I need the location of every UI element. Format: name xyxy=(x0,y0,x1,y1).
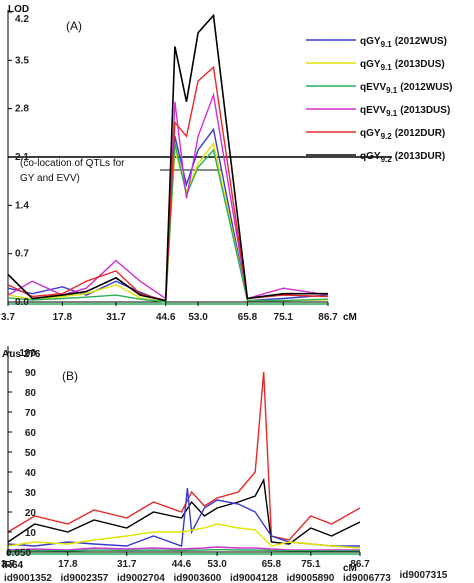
panel-b-x-tick-label: 86.7 xyxy=(350,559,370,570)
panel-b-y-tick-label: 50 xyxy=(25,448,37,459)
panel-b-bottom-label: IR64 xyxy=(2,560,24,571)
panel-b-y-tick-label: 20 xyxy=(25,508,37,519)
panel-b-x-tick-label: 44.6 xyxy=(172,559,192,570)
panel-b-series-line-4 xyxy=(7,523,361,549)
panel-a-x-tick-label: 75.1 xyxy=(274,312,294,323)
panel-a-label: (A) xyxy=(66,19,82,33)
panel-b-series-line-6 xyxy=(7,548,360,552)
panel-b-series-line-5 xyxy=(7,546,360,551)
panel-b-chart: Aus 276 (B) cM IR64 0.050 10 20 30 40 50 60 70 8… xyxy=(1,346,448,583)
panel-b-y-tick-label: 10 xyxy=(25,528,37,539)
panel-b-series-line-2 xyxy=(7,477,361,545)
panel-a-annotation-line-1: (co-location of QTLs for xyxy=(20,158,125,169)
panel-b-label: (B) xyxy=(62,369,78,383)
panel-b-y-tick-label: 40 xyxy=(25,468,37,479)
panel-b-x-tick-label: 17.8 xyxy=(58,559,78,570)
panel-a-x-tick-label: 3.7 xyxy=(1,312,15,323)
panel-a-legend: qGY9.1 (2012WUS) qGY9.1 (2013DUS) qEVV9.1 (20… xyxy=(306,36,453,164)
panel-b-y-tick-label: 60 xyxy=(25,428,37,439)
legend-label-2: qGY9.1 (2013DUS) xyxy=(360,59,445,72)
panel-b-y-tick-label: 90 xyxy=(25,368,37,379)
panel-a-y-axis-label: LOD xyxy=(8,4,29,15)
panel-b-x-tick-label: 3.7 xyxy=(1,559,15,570)
marker-label: id9005890 xyxy=(287,573,335,583)
panel-a-x-tick-label: 44.6 xyxy=(156,312,176,323)
panel-a-y-tick-label: 3.5 xyxy=(15,55,29,66)
panel-a-y-tick-label: 2.8 xyxy=(15,104,29,115)
panel-b-y-tick-label: 30 xyxy=(25,488,37,499)
legend-label-1: qGY9.1 (2012WUS) xyxy=(360,36,447,49)
marker-label: id9007315 xyxy=(400,570,448,581)
panel-a-x-tick-label: 86.7 xyxy=(318,312,338,323)
panel-a-x-axis-label: cM xyxy=(343,312,357,323)
panel-a-series-line-6 xyxy=(7,13,328,302)
legend-label-5: qGY9.2 (2012DUR) xyxy=(360,128,445,141)
panel-a-x-tick-label: 17.8 xyxy=(53,312,73,323)
panel-b-y-axis-label: Aus 276 xyxy=(2,349,41,360)
panel-b-x-tick-label: 53.0 xyxy=(207,559,227,570)
legend-label-6: qGY9.2 (2013DUR) xyxy=(360,151,445,164)
marker-label: id9003600 xyxy=(174,573,222,583)
marker-label: id9002704 xyxy=(117,573,165,583)
legend-label-3: qEVV9.1 (2012WUS) xyxy=(360,82,453,95)
marker-label: id9001352 xyxy=(4,573,52,583)
panel-a-x-tick-label: 31.7 xyxy=(106,312,126,323)
panel-a-x-tick-label: 65.8 xyxy=(238,312,258,323)
panel-a-y-tick-label: 0.0 xyxy=(15,297,29,308)
panel-b-y-tick-label: 80 xyxy=(25,388,37,399)
panel-b-y-tick-label: 0.050 xyxy=(6,548,31,559)
panel-a-y-tick-label: 2.1 xyxy=(15,152,29,163)
marker-label: id9002357 xyxy=(61,573,109,583)
panel-a-x-tick-label: 53.0 xyxy=(188,312,208,323)
panel-a-series-line-5 xyxy=(7,65,329,302)
panel-b-x-axis-label: cM xyxy=(343,563,357,574)
marker-label: id9004128 xyxy=(230,573,278,583)
marker-label: id9006773 xyxy=(343,573,391,583)
legend-label-4: qEVV9.1 (2013DUS) xyxy=(360,105,450,118)
panel-b-x-tick-label: 75.1 xyxy=(301,559,321,570)
panel-b-x-tick-label: 65.8 xyxy=(262,559,282,570)
panel-b-series-line-1 xyxy=(7,371,361,541)
panel-a-chart: LOD (A) cM (co-location of QTLs for GY a… xyxy=(1,4,452,323)
panel-b-x-tick-label: 31.7 xyxy=(117,559,137,570)
panel-b-y-tick-label: 100 xyxy=(19,348,36,359)
panel-b-series-line-3 xyxy=(7,487,360,547)
panel-a-y-tick-label: 0.7 xyxy=(15,249,29,260)
panel-a-annotation-line-2: GY and EVV) xyxy=(20,173,80,184)
panel-a-y-tick-label: 1.4 xyxy=(15,200,29,211)
panel-a-y-tick-label: 4.2 xyxy=(15,14,29,25)
panel-b-y-tick-label: 70 xyxy=(25,408,37,419)
